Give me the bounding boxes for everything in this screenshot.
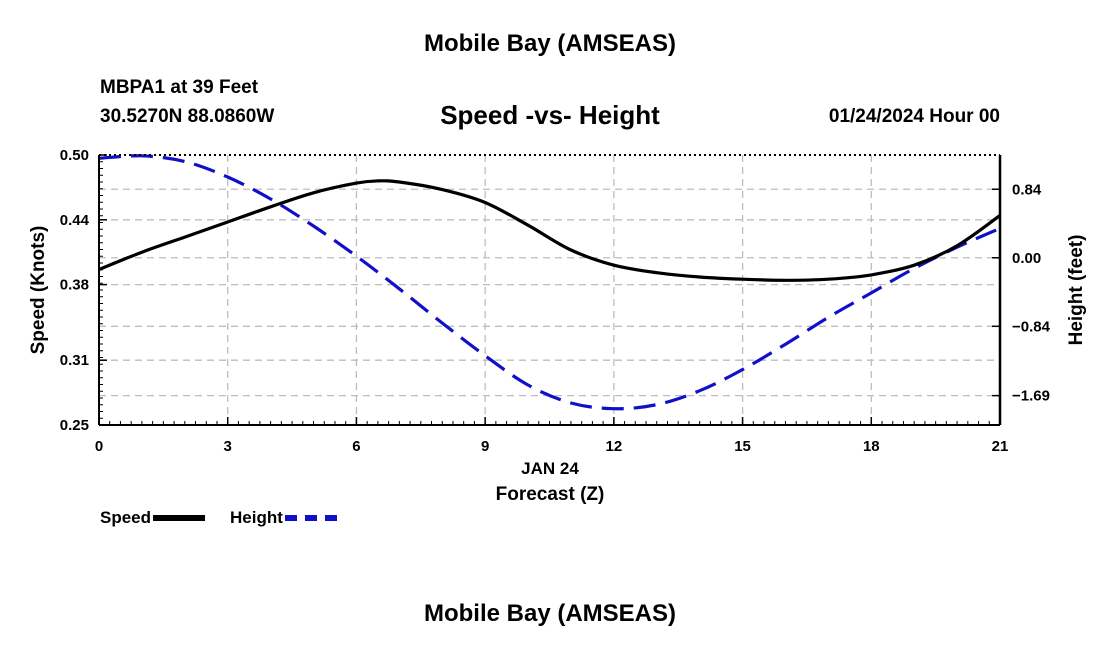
- y2-axis-label: Height (feet): [1066, 235, 1087, 346]
- series-layer: [98, 154, 1001, 411]
- y2-tick-label: −0.84: [1012, 318, 1051, 335]
- y2-tick-label: 0.84: [1012, 181, 1042, 198]
- y2-tick-label: −1.69: [1012, 388, 1050, 405]
- label-layer: JAN 24 Forecast (Z) Speed (Knots) Height…: [28, 226, 1087, 505]
- bottom-title: Mobile Bay (AMSEAS): [423, 600, 677, 627]
- legend-height-label: Height: [230, 508, 283, 527]
- station-label: MBPA1 at 39 Feet: [100, 77, 259, 98]
- speed-series-line: [98, 179, 1001, 282]
- coordinates-label: 30.5270N 88.0860W: [100, 106, 275, 127]
- x-tick-label: 21: [992, 438, 1009, 455]
- height-series-line: [98, 154, 1001, 411]
- page-title: Mobile Bay (AMSEAS): [423, 30, 677, 57]
- chart-title: Speed -vs- Height: [440, 100, 660, 130]
- x-tick-label: 0: [95, 438, 103, 455]
- x-sub-label: JAN 24: [521, 459, 579, 478]
- x-tick-label: 9: [481, 438, 489, 455]
- y-tick-label: 0.38: [60, 277, 89, 294]
- y-tick-label: 0.25: [60, 417, 89, 434]
- x-tick-label: 3: [224, 438, 232, 455]
- x-tick-label: 18: [863, 438, 880, 455]
- x-tick-label: 12: [606, 438, 623, 455]
- legend-speed-label: Speed: [100, 508, 152, 527]
- legend-speed: Speed: [100, 508, 206, 528]
- legend-speed-swatch: [153, 515, 206, 521]
- grid-layer: [99, 155, 1000, 425]
- x-tick-label: 6: [352, 438, 360, 455]
- y-tick-label: 0.31: [60, 352, 89, 369]
- y2-tick-label: 0.00: [1012, 250, 1041, 267]
- legend-height: Height: [230, 508, 337, 528]
- x-tick-label: 15: [734, 438, 751, 455]
- x-axis-label: Forecast (Z): [496, 484, 605, 505]
- plot-frame: [98, 154, 1002, 426]
- legend-height-swatch: [284, 515, 337, 521]
- date-label: 01/24/2024 Hour 00: [828, 106, 1000, 127]
- y-axis-label: Speed (Knots): [28, 226, 49, 355]
- tick-layer: 0 3 6 9 12 15 18 21 0.25 0.31 0.38 0.44 0.50 −1.69 −0.…: [60, 147, 1051, 455]
- y-tick-label: 0.44: [60, 212, 90, 229]
- y-tick-label: 0.50: [60, 147, 89, 164]
